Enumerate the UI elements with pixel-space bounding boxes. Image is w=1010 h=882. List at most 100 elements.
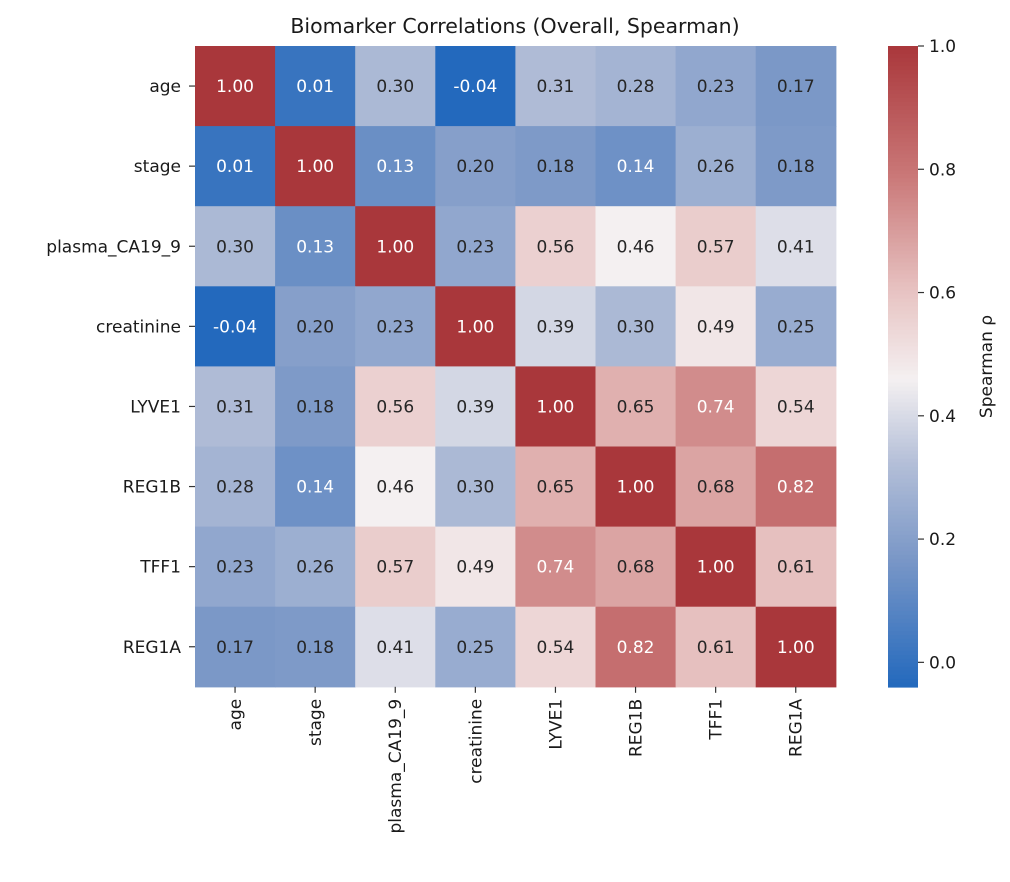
colorbar-segment xyxy=(888,210,918,215)
colorbar-segment xyxy=(888,234,918,239)
heatmap-cell-REG1A-plasma_CA19_9 xyxy=(355,606,436,688)
cell-value-label: 0.49 xyxy=(456,558,494,578)
cell-value-label: 0.13 xyxy=(376,157,414,177)
heatmap-cell-stage-LYVE1 xyxy=(515,126,597,207)
colorbar-segment xyxy=(888,334,918,340)
colorbar-segment xyxy=(888,314,918,320)
colorbar-segment xyxy=(888,510,918,516)
heatmap-cell-creatinine-stage xyxy=(275,286,356,367)
cell-value-label: 0.23 xyxy=(376,317,414,337)
x-tick-label: age xyxy=(226,699,246,731)
cell-value-label: 0.23 xyxy=(456,237,494,257)
heatmap-cell-plasma_CA19_9-stage xyxy=(275,206,356,287)
colorbar-segment xyxy=(888,450,918,456)
colorbar-segment xyxy=(888,62,918,67)
colorbar-segment xyxy=(888,478,918,484)
colorbar-segment xyxy=(888,674,918,680)
cell-value-label: 0.54 xyxy=(777,397,815,417)
colorbar-segment xyxy=(888,54,918,59)
cell-value-label: 0.14 xyxy=(617,157,655,177)
colorbar-segment xyxy=(888,274,918,279)
colorbar-segment xyxy=(888,618,918,624)
cell-value-label: 1.00 xyxy=(777,638,815,658)
colorbar-segment xyxy=(888,302,918,308)
colorbar-segment xyxy=(888,542,918,548)
colorbar-segment xyxy=(888,554,918,560)
cell-value-label: 0.39 xyxy=(456,397,494,417)
cell-value-label: 0.30 xyxy=(376,77,414,97)
cell-value-label: 0.17 xyxy=(216,638,254,658)
colorbar-segment xyxy=(888,290,918,295)
heatmap-cell-LYVE1-LYVE1 xyxy=(515,366,597,448)
heatmap-cell-LYVE1-stage xyxy=(275,366,356,448)
heatmap-cell-REG1A-REG1B xyxy=(595,606,677,688)
heatmap-cell-REG1B-plasma_CA19_9 xyxy=(355,446,436,528)
colorbar-segment xyxy=(888,534,918,540)
cell-value-label: 1.00 xyxy=(537,397,575,417)
x-tick-label: plasma_CA19_9 xyxy=(386,699,406,834)
heatmap-cell-REG1A-LYVE1 xyxy=(515,606,597,688)
colorbar-segment xyxy=(888,358,918,364)
cell-value-label: 1.00 xyxy=(296,157,334,177)
colorbar-segment xyxy=(888,86,918,91)
colorbar-segment xyxy=(888,322,918,328)
x-axis: age stage plasma_CA19_9 creatinine LYVE1 REG1… xyxy=(226,686,807,834)
colorbar: 0.0 0.2 0.4 0.6 0.8 1.0 Spearman ρ xyxy=(888,37,997,688)
colorbar-segment xyxy=(888,162,918,167)
cell-value-label: 0.65 xyxy=(537,478,575,498)
colorbar-segment xyxy=(888,606,918,612)
x-tick-label: REG1B xyxy=(627,699,647,757)
heatmap-cell-LYVE1-age xyxy=(195,366,276,448)
heatmap-cell-stage-plasma_CA19_9 xyxy=(355,126,436,207)
colorbar-segment xyxy=(888,494,918,500)
cell-value-label: 0.17 xyxy=(777,77,815,97)
colorbar-segment xyxy=(888,538,918,544)
colorbar-label: Spearman ρ xyxy=(977,315,997,418)
colorbar-segment xyxy=(888,634,918,640)
heatmap-cell-LYVE1-REG1A xyxy=(755,366,837,448)
cell-value-label: 0.65 xyxy=(617,397,655,417)
cell-value-label: 0.68 xyxy=(697,478,735,498)
colorbar-segment xyxy=(888,110,918,115)
colorbar-segment xyxy=(888,434,918,440)
colorbar-segment xyxy=(888,594,918,600)
colorbar-segment xyxy=(888,402,918,408)
colorbar-segment xyxy=(888,70,918,75)
cell-value-label: 0.54 xyxy=(537,638,575,658)
colorbar-segment xyxy=(888,166,918,171)
colorbar-segment xyxy=(888,518,918,524)
heatmap-cell-stage-age xyxy=(195,126,276,207)
colorbar-segment xyxy=(888,470,918,476)
heatmap-cell-REG1B-age xyxy=(195,446,276,528)
colorbar-segment xyxy=(888,134,918,139)
cell-value-label: 0.18 xyxy=(296,397,334,417)
colorbar-segment xyxy=(888,66,918,71)
colorbar-segment xyxy=(888,682,918,688)
colorbar-segment xyxy=(888,118,918,123)
colorbar-segment xyxy=(888,126,918,131)
heatmap-cell-plasma_CA19_9-REG1A xyxy=(755,206,837,287)
y-tick-label: age xyxy=(149,77,181,97)
colorbar-segment xyxy=(888,174,918,179)
colorbar-segment xyxy=(888,630,918,636)
cell-value-label: 0.61 xyxy=(697,638,735,658)
heatmap-cell-REG1B-TFF1 xyxy=(675,446,757,528)
colorbar-segment xyxy=(888,114,918,119)
colorbar-segment xyxy=(888,650,918,656)
colorbar-segment xyxy=(888,238,918,243)
heatmap-cell-age-LYVE1 xyxy=(515,46,597,127)
colorbar-segment xyxy=(888,270,918,275)
colorbar-segment xyxy=(888,638,918,644)
colorbar-segment xyxy=(888,178,918,183)
cell-value-label: 0.14 xyxy=(296,478,334,498)
heatmap-cell-age-stage xyxy=(275,46,356,127)
cell-value-label: 0.56 xyxy=(537,237,575,257)
colorbar-segment xyxy=(888,98,918,103)
cell-value-label: 1.00 xyxy=(216,77,254,97)
colorbar-segment xyxy=(888,338,918,344)
colorbar-segment xyxy=(888,46,918,51)
x-tick-label: TFF1 xyxy=(707,699,727,741)
cell-value-label: 0.46 xyxy=(376,478,414,498)
heatmap-cell-REG1B-REG1A xyxy=(755,446,837,528)
cell-value-label: 0.46 xyxy=(617,237,655,257)
